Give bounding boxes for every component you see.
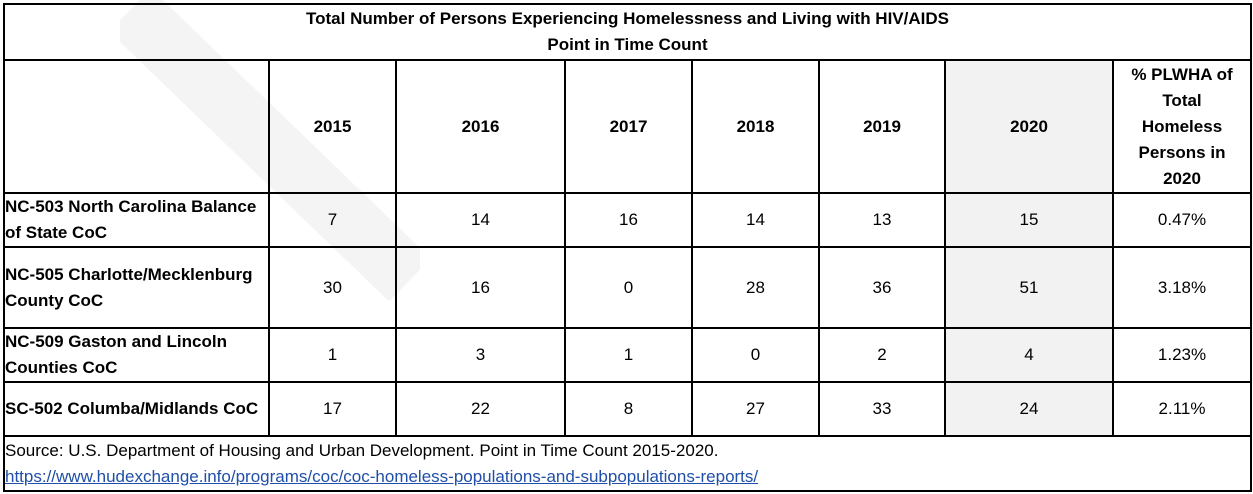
cell-2019: 13 — [818, 192, 946, 248]
cell-2017: 1 — [564, 327, 693, 383]
row-name: NC-505 Charlotte/Mecklenburg County CoC — [3, 246, 270, 329]
cell-2020: 15 — [944, 192, 1114, 248]
source-text: Source: U.S. Department of Housing and U… — [5, 440, 719, 460]
cell-pct: 2.11% — [1112, 381, 1252, 437]
cell-2018: 28 — [691, 246, 820, 329]
cell-2017: 16 — [564, 192, 693, 248]
table-title-cell: Total Number of Persons Experiencing Hom… — [3, 3, 1252, 61]
cell-2016: 16 — [395, 246, 566, 329]
header-2015: 2015 — [268, 59, 397, 194]
cell-2019: 33 — [818, 381, 946, 437]
table-row: SC-502 Columba/Midlands CoC 17 22 8 27 3… — [3, 381, 1252, 437]
cell-2016: 3 — [395, 327, 566, 383]
row-name: SC-502 Columba/Midlands CoC — [3, 381, 270, 437]
header-2017: 2017 — [564, 59, 693, 194]
cell-2020: 51 — [944, 246, 1114, 329]
source-cell: Source: U.S. Department of Housing and U… — [3, 435, 1252, 492]
table-title: Total Number of Persons Experiencing Hom… — [306, 9, 949, 28]
header-row: 2015 2016 2017 2018 2019 2020 % PLWHA of… — [3, 59, 1252, 194]
homelessness-hiv-table: Total Number of Persons Experiencing Hom… — [3, 3, 1252, 492]
cell-2019: 2 — [818, 327, 946, 383]
table-row: NC-503 North Carolina Balance of State C… — [3, 192, 1252, 248]
cell-pct: 3.18% — [1112, 246, 1252, 329]
cell-2018: 27 — [691, 381, 820, 437]
row-name: NC-503 North Carolina Balance of State C… — [3, 192, 270, 248]
cell-2018: 0 — [691, 327, 820, 383]
header-blank — [3, 59, 270, 194]
cell-2016: 22 — [395, 381, 566, 437]
cell-2015: 1 — [268, 327, 397, 383]
cell-2016: 14 — [395, 192, 566, 248]
row-name: NC-509 Gaston and Lincoln Counties CoC — [3, 327, 270, 383]
header-2016: 2016 — [395, 59, 566, 194]
header-pct-plwha: % PLWHA of Total Homeless Persons in 202… — [1112, 59, 1252, 194]
cell-pct: 0.47% — [1112, 192, 1252, 248]
table-subtitle: Point in Time Count — [547, 35, 708, 54]
cell-2017: 0 — [564, 246, 693, 329]
table-row: NC-505 Charlotte/Mecklenburg County CoC … — [3, 246, 1252, 329]
header-2020: 2020 — [944, 59, 1114, 194]
cell-2015: 30 — [268, 246, 397, 329]
cell-2020: 4 — [944, 327, 1114, 383]
cell-2015: 17 — [268, 381, 397, 437]
cell-2020: 24 — [944, 381, 1114, 437]
cell-2018: 14 — [691, 192, 820, 248]
table-row: NC-509 Gaston and Lincoln Counties CoC 1… — [3, 327, 1252, 383]
header-2018: 2018 — [691, 59, 820, 194]
cell-2015: 7 — [268, 192, 397, 248]
cell-pct: 1.23% — [1112, 327, 1252, 383]
cell-2017: 8 — [564, 381, 693, 437]
header-2019: 2019 — [818, 59, 946, 194]
source-link[interactable]: https://www.hudexchange.info/programs/co… — [5, 466, 759, 486]
cell-2019: 36 — [818, 246, 946, 329]
